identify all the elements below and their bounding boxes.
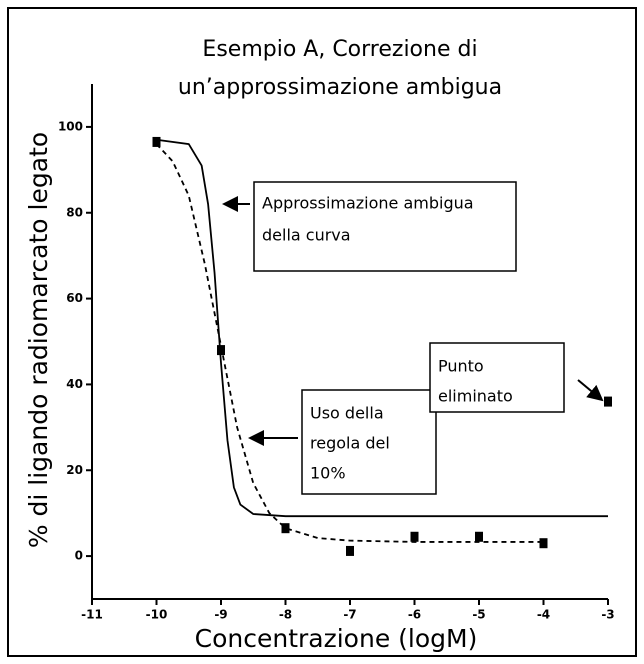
y-tick-label: 20 xyxy=(66,463,83,477)
chart-title: un’approssimazione ambigua xyxy=(178,75,502,100)
annotation: della curva xyxy=(262,226,351,245)
data-point xyxy=(217,345,225,356)
x-tick-label: -4 xyxy=(537,608,550,622)
x-tick-label: -8 xyxy=(279,608,292,622)
annotation: Punto xyxy=(438,357,484,376)
annotation-box xyxy=(301,389,437,495)
data-point xyxy=(281,523,290,534)
y-tick-label: 80 xyxy=(66,205,83,219)
x-tick-label: -9 xyxy=(214,608,227,622)
x-axis-label: Concentrazione (logM) xyxy=(195,624,478,653)
y-tick-label: 60 xyxy=(66,291,83,305)
fit-curve xyxy=(156,138,608,518)
annotation-box xyxy=(429,342,565,413)
data-point xyxy=(152,136,161,147)
x-tick-label: -3 xyxy=(601,608,614,622)
y-tick-label: 40 xyxy=(66,377,83,391)
fit-curve xyxy=(155,143,544,543)
y-tick-label: 100 xyxy=(58,119,83,133)
annotation: 10% xyxy=(310,464,346,483)
data-point xyxy=(410,531,419,542)
x-tick-label: -6 xyxy=(408,608,421,622)
x-tick-label: -11 xyxy=(81,608,103,622)
y-tick-label: 0 xyxy=(75,549,83,563)
annotation: regola del xyxy=(310,434,390,453)
data-point xyxy=(539,538,548,549)
annotation: eliminato xyxy=(438,387,513,406)
annotation: Approssimazione ambigua xyxy=(262,194,474,213)
x-tick-label: -7 xyxy=(343,608,356,622)
annotation: Uso della xyxy=(310,404,384,423)
frame xyxy=(7,7,637,657)
data-point xyxy=(475,531,483,542)
annotation-box xyxy=(253,181,517,272)
arrow xyxy=(577,379,604,402)
data-point xyxy=(604,396,612,407)
chart-title: Esempio A, Correzione di xyxy=(202,37,477,62)
y-axis-label: % di ligando radiomarcato legato xyxy=(24,132,53,548)
x-tick-label: -5 xyxy=(472,608,485,622)
data-point xyxy=(346,545,354,556)
x-tick-label: -10 xyxy=(146,608,168,622)
